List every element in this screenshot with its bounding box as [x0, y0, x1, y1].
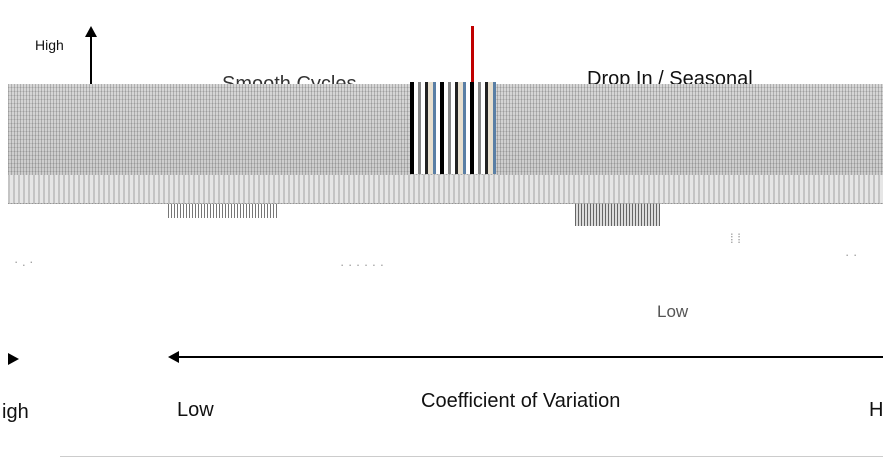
left-edge-high-label: igh [2, 401, 29, 423]
noise-block-right [575, 204, 660, 226]
faint-mark: · . · [14, 254, 34, 269]
horizontal-axis-low-label: Low [177, 399, 214, 421]
left-edge-arrowhead [8, 353, 19, 365]
noise-block-left [168, 204, 278, 218]
horizontal-axis-title: Coefficient of Variation [421, 390, 621, 412]
faint-mark: · · · · · · [340, 257, 385, 272]
right-edge-high-label: H [869, 399, 883, 421]
marker-line [471, 26, 474, 82]
vertical-axis-arrowhead [85, 26, 97, 37]
horizontal-axis-line [178, 356, 883, 358]
horizontal-axis-arrowhead-left [168, 351, 179, 363]
noise-bar-strip [410, 82, 496, 174]
faint-mark: · · [845, 247, 858, 262]
bottom-divider [60, 456, 883, 457]
quadrant-label-low: Low [657, 302, 689, 321]
vertical-axis-high-label: High [35, 37, 64, 53]
vertical-axis-line [90, 36, 92, 84]
faint-mark: ⁞ ⁞ [730, 231, 741, 246]
noise-band-lower [8, 175, 883, 203]
